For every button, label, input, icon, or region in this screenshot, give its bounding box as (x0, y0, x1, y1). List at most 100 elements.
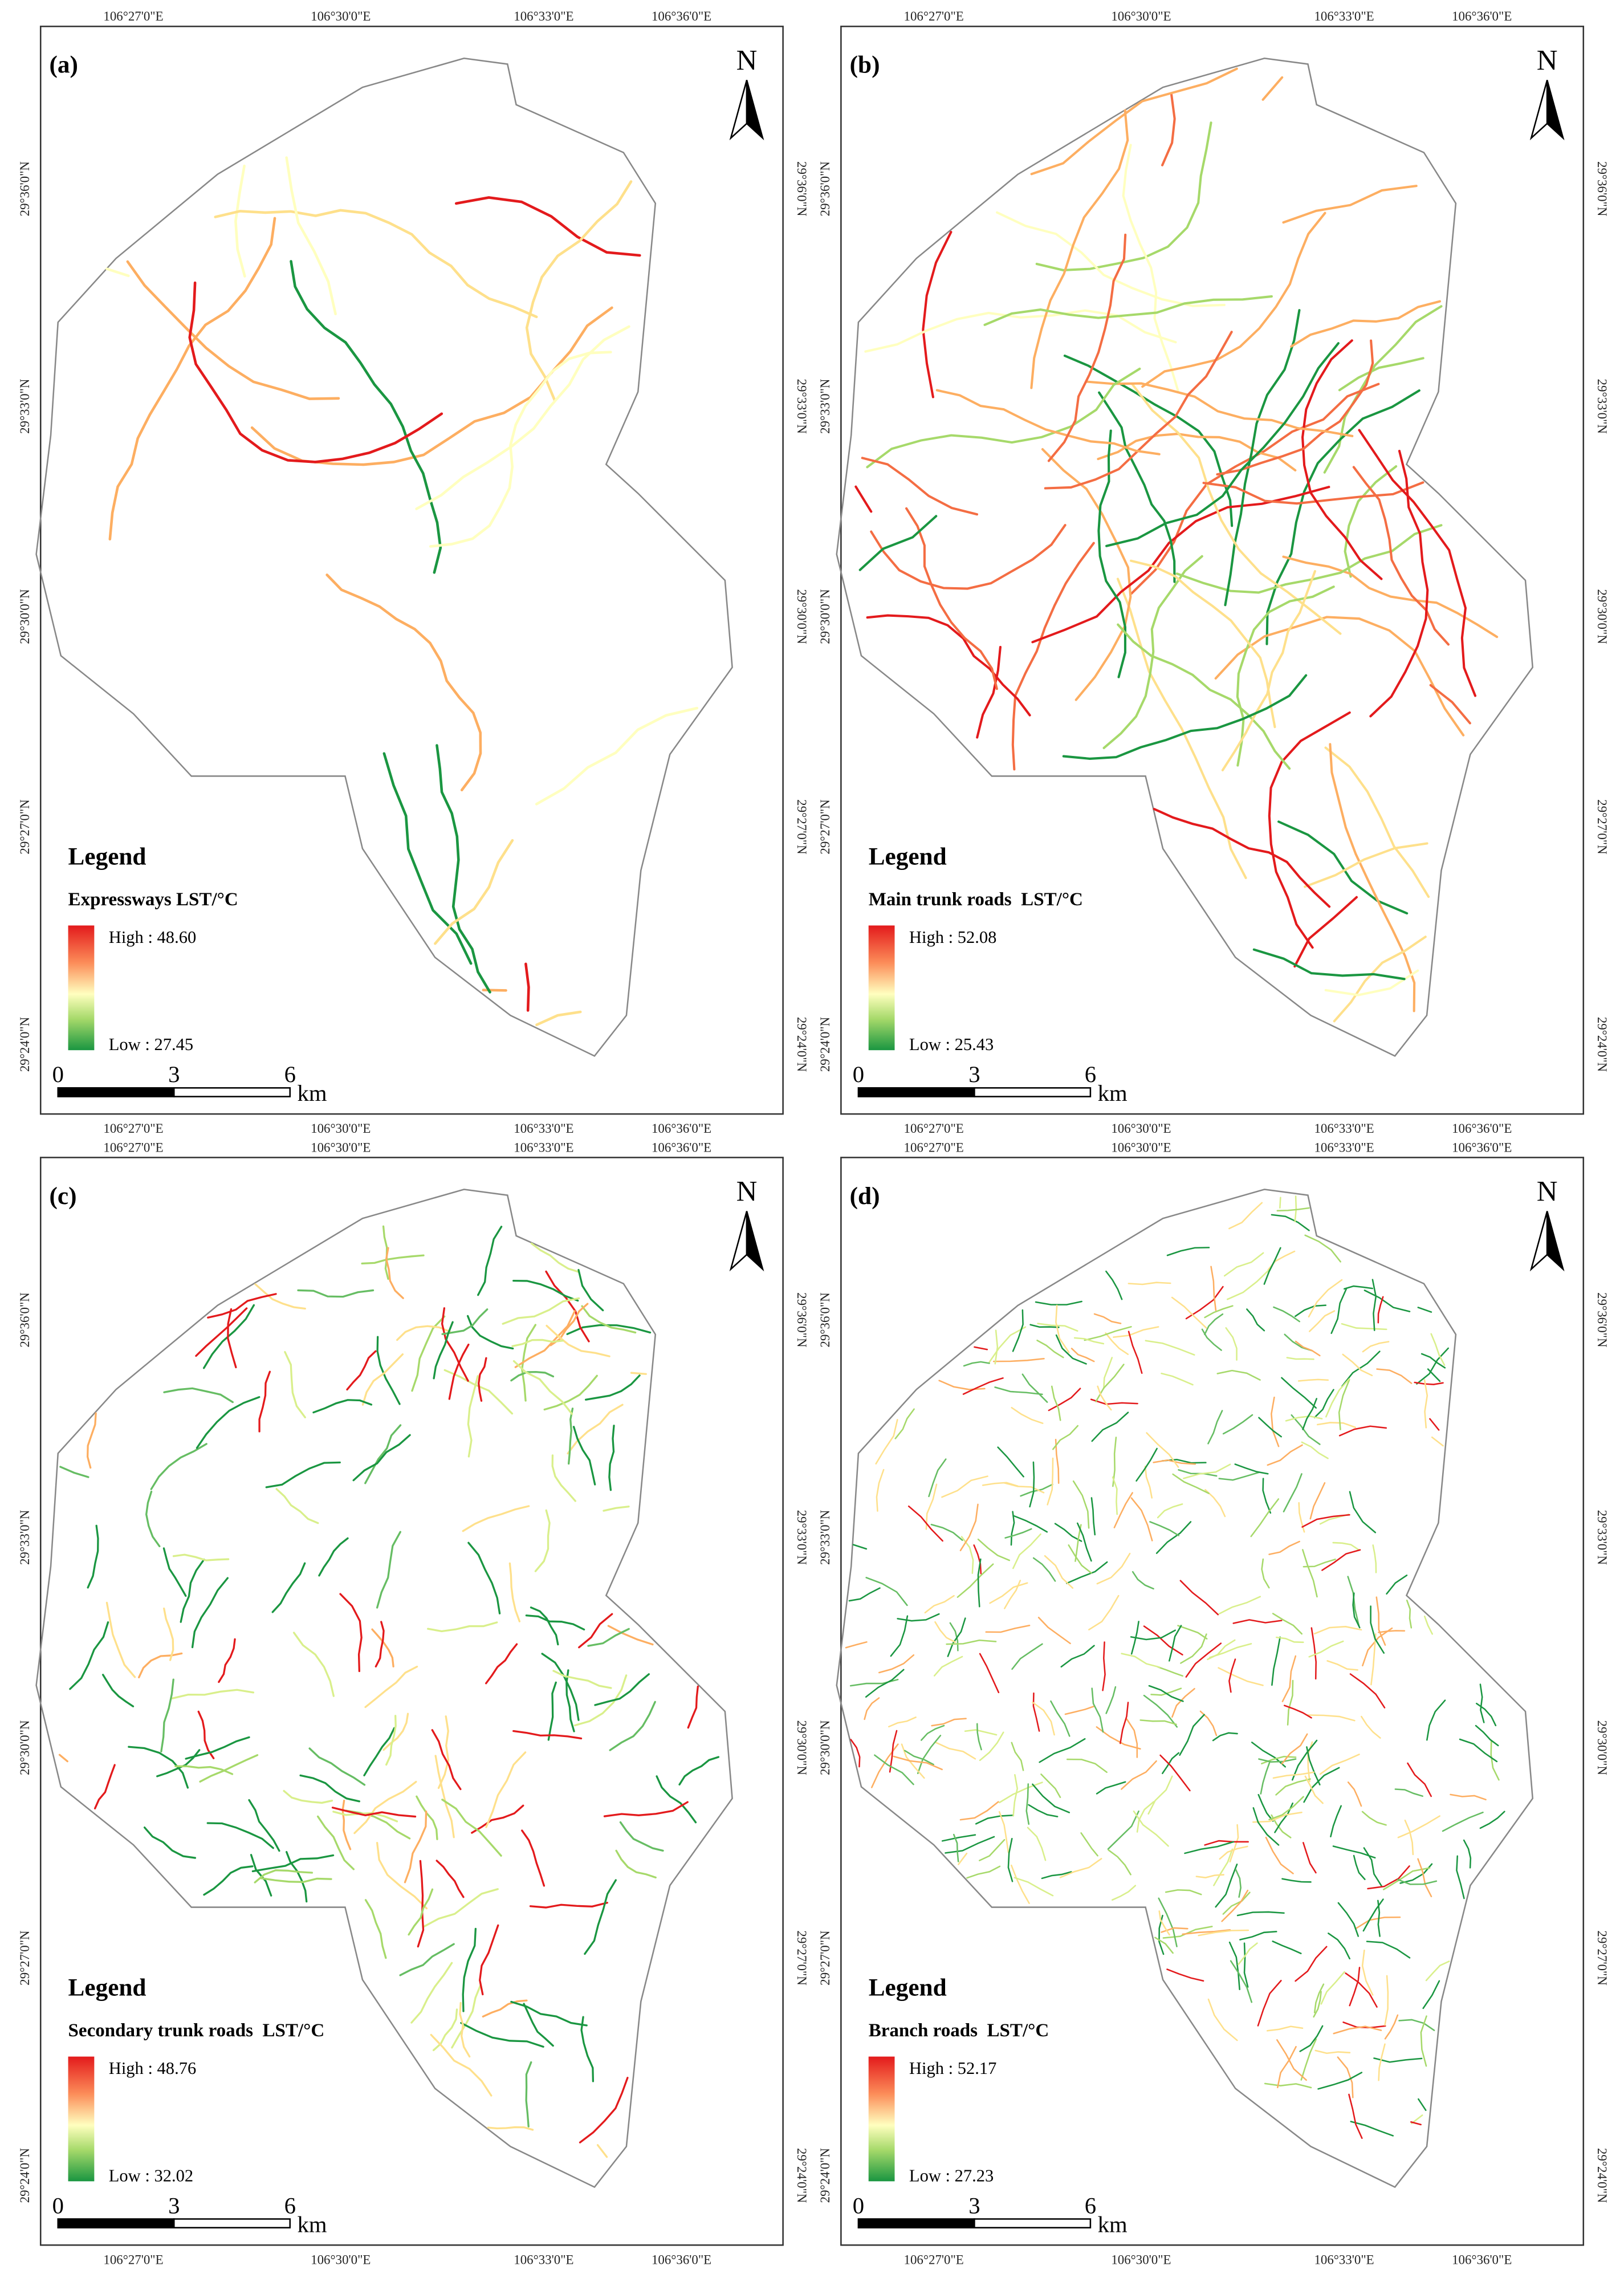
road (1407, 1762, 1432, 1797)
map-frame (840, 1157, 1585, 2246)
road (1316, 1422, 1356, 1429)
road (1239, 1931, 1277, 1941)
road (1332, 1541, 1360, 1551)
longitude-label: 106°30'0"E (1111, 1121, 1171, 1136)
road (408, 1888, 434, 1936)
road (545, 1270, 590, 1343)
latitude-label: 29°33'0"N (818, 1510, 832, 1565)
road (1370, 1633, 1377, 1686)
road (1084, 1326, 1132, 1341)
road (904, 1750, 934, 1766)
road (185, 1736, 250, 1760)
road (1088, 1594, 1120, 1630)
road (1338, 357, 1424, 392)
road (1030, 67, 1238, 176)
longitude-label: 106°27'0"E (103, 2252, 163, 2267)
road (852, 1544, 868, 1550)
legend-title: Legend (68, 1974, 146, 2002)
layer-title: Main trunk roads LST/°C (869, 889, 1083, 910)
road (1204, 1313, 1224, 1336)
legend-high: High : 52.08 (909, 928, 996, 947)
road (985, 1625, 1031, 1633)
road (1372, 1544, 1377, 1573)
road (525, 1614, 585, 1631)
road (1029, 1461, 1035, 1508)
road (1162, 1752, 1180, 1775)
road (431, 1729, 462, 1791)
road (945, 1836, 995, 1854)
road (162, 1547, 187, 1597)
road (568, 1408, 574, 1465)
study-area-boundary (836, 57, 1534, 1057)
road (172, 1553, 230, 1561)
road (1148, 1685, 1184, 1702)
legend-title: Legend (68, 843, 146, 871)
road (1157, 1666, 1183, 1677)
latitude-label: 29°24'0"N (818, 1017, 832, 1072)
road (441, 1308, 489, 1335)
road (1025, 1783, 1030, 1825)
road (196, 1396, 261, 1449)
panel-label: (c) (49, 1182, 76, 1210)
road (1080, 1832, 1098, 1857)
legend-high: High : 52.17 (909, 2059, 996, 2078)
longitude-label: 106°27'0"E (103, 1121, 163, 1136)
road (573, 1674, 628, 1727)
road (1397, 1815, 1440, 1838)
road (1028, 1804, 1059, 1817)
road (1345, 1972, 1378, 2008)
road (572, 1426, 596, 1486)
road (530, 1606, 559, 1646)
road (1317, 2072, 1363, 2090)
road (1228, 1941, 1240, 1991)
road (511, 1339, 564, 1348)
road (206, 1822, 274, 1849)
road (1098, 391, 1176, 583)
road (1301, 1441, 1329, 1459)
road (1353, 1854, 1366, 1880)
road (1320, 1971, 1345, 2005)
road (1179, 1714, 1205, 1756)
road (957, 1563, 994, 1598)
legend-title: Legend (869, 1974, 947, 2002)
road (376, 1336, 401, 1405)
road (1422, 1980, 1440, 2010)
road (1130, 1629, 1176, 1641)
road (460, 2021, 544, 2048)
road (534, 1509, 551, 1572)
scale-label: 3 (968, 1061, 980, 1087)
road (462, 1505, 530, 1532)
road (471, 1804, 524, 1834)
road (1037, 1323, 1078, 1332)
road (1397, 1878, 1438, 1885)
road (1107, 1810, 1139, 1850)
longitude-label: 106°33'0"E (1314, 1121, 1374, 1136)
road (1262, 1478, 1272, 1514)
map-panel: (c) N 106°27'0"E 106°27'0"E 106°30'0"E 106°30… (18, 1140, 809, 2267)
road (250, 1854, 272, 1897)
road (1377, 1899, 1381, 1937)
legend-low: Low : 27.45 (109, 1035, 193, 1054)
road (1250, 1498, 1280, 1537)
road (1095, 1364, 1125, 1402)
road (1369, 450, 1429, 718)
road (510, 1371, 555, 1382)
longitude-label: 106°33'0"E (514, 1121, 573, 1136)
north-arrow-right (746, 80, 764, 141)
road (1085, 380, 1354, 437)
road (1204, 1840, 1249, 1846)
road (105, 267, 130, 278)
latitude-label: 29°27'0"N (795, 799, 809, 854)
road (191, 1577, 229, 1649)
road (1272, 1613, 1303, 1635)
road (1011, 1643, 1043, 1670)
road (866, 367, 1141, 469)
road (1431, 1436, 1444, 1447)
road (1105, 1686, 1117, 1714)
scale-unit: km (297, 1080, 327, 1106)
longitude-label: 106°30'0"E (311, 1140, 371, 1154)
longitude-label: 106°30'0"E (1111, 2252, 1171, 2267)
road (1442, 1811, 1484, 1832)
road (594, 1673, 650, 1706)
road (482, 1999, 528, 2018)
